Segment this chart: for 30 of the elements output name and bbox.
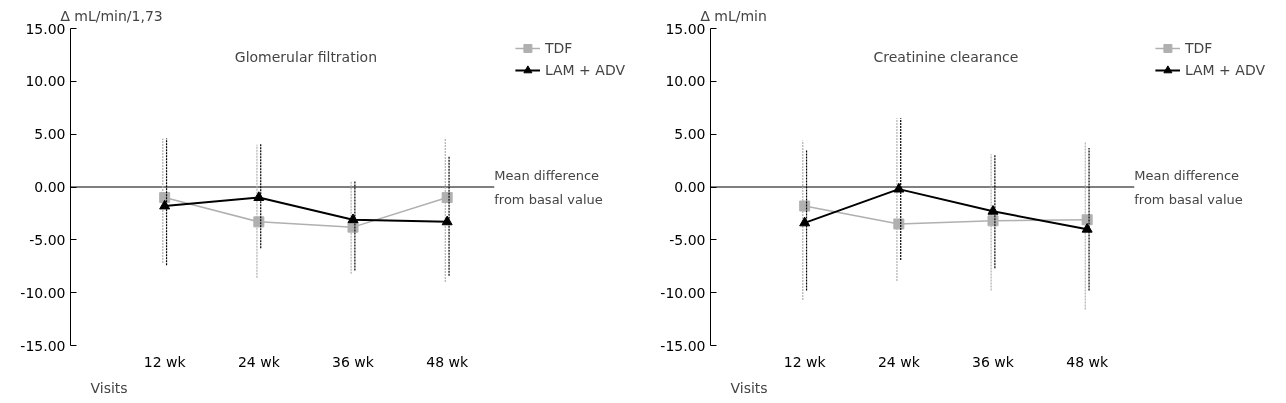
x-tick-label: 12 wk xyxy=(143,353,187,370)
text: Glomerular filtration xyxy=(234,48,378,65)
y-tick-label: 10.00 xyxy=(25,73,66,90)
legend-label: TDF xyxy=(1184,40,1213,56)
x-tick-label: 24 wk xyxy=(237,353,281,370)
y-tick-label: -15.00 xyxy=(660,337,706,354)
y-tick-label: -5.00 xyxy=(669,231,706,248)
x-tick-label: 12 wk xyxy=(783,353,827,370)
x-tick-label: 36 wk xyxy=(972,353,1015,370)
y-tick-label: 0.00 xyxy=(34,179,66,195)
y-tick-label: -15.00 xyxy=(20,337,66,354)
legend-label: LAM + ADV xyxy=(1184,62,1265,78)
y-tick-label: -10.00 xyxy=(660,284,706,301)
x-tick-label: 48 wk xyxy=(1066,353,1109,370)
y-tick-label: 5.00 xyxy=(674,126,706,143)
text: Creatinine clearance xyxy=(873,48,1019,65)
y-tick-label: 0.00 xyxy=(674,179,706,195)
ref-line-label: Mean difference from basal value xyxy=(1134,167,1243,207)
ref-line-label: Mean difference from basal value xyxy=(494,167,603,207)
x-axis-title: Visits xyxy=(90,379,128,396)
legend-label: LAM + ADV xyxy=(544,62,625,78)
x-axis-title: Visits xyxy=(730,379,768,396)
y-tick-label: 5.00 xyxy=(34,126,66,143)
y-tick-label: -5.00 xyxy=(29,231,66,248)
x-tick-label: 24 wk xyxy=(877,353,921,370)
y-tick-label: -10.00 xyxy=(20,284,66,301)
x-tick-label: 48 wk xyxy=(426,353,469,370)
legend-label: TDF xyxy=(544,40,573,56)
y-tick-label: 10.00 xyxy=(665,73,706,90)
x-tick-label: 36 wk xyxy=(332,353,375,370)
